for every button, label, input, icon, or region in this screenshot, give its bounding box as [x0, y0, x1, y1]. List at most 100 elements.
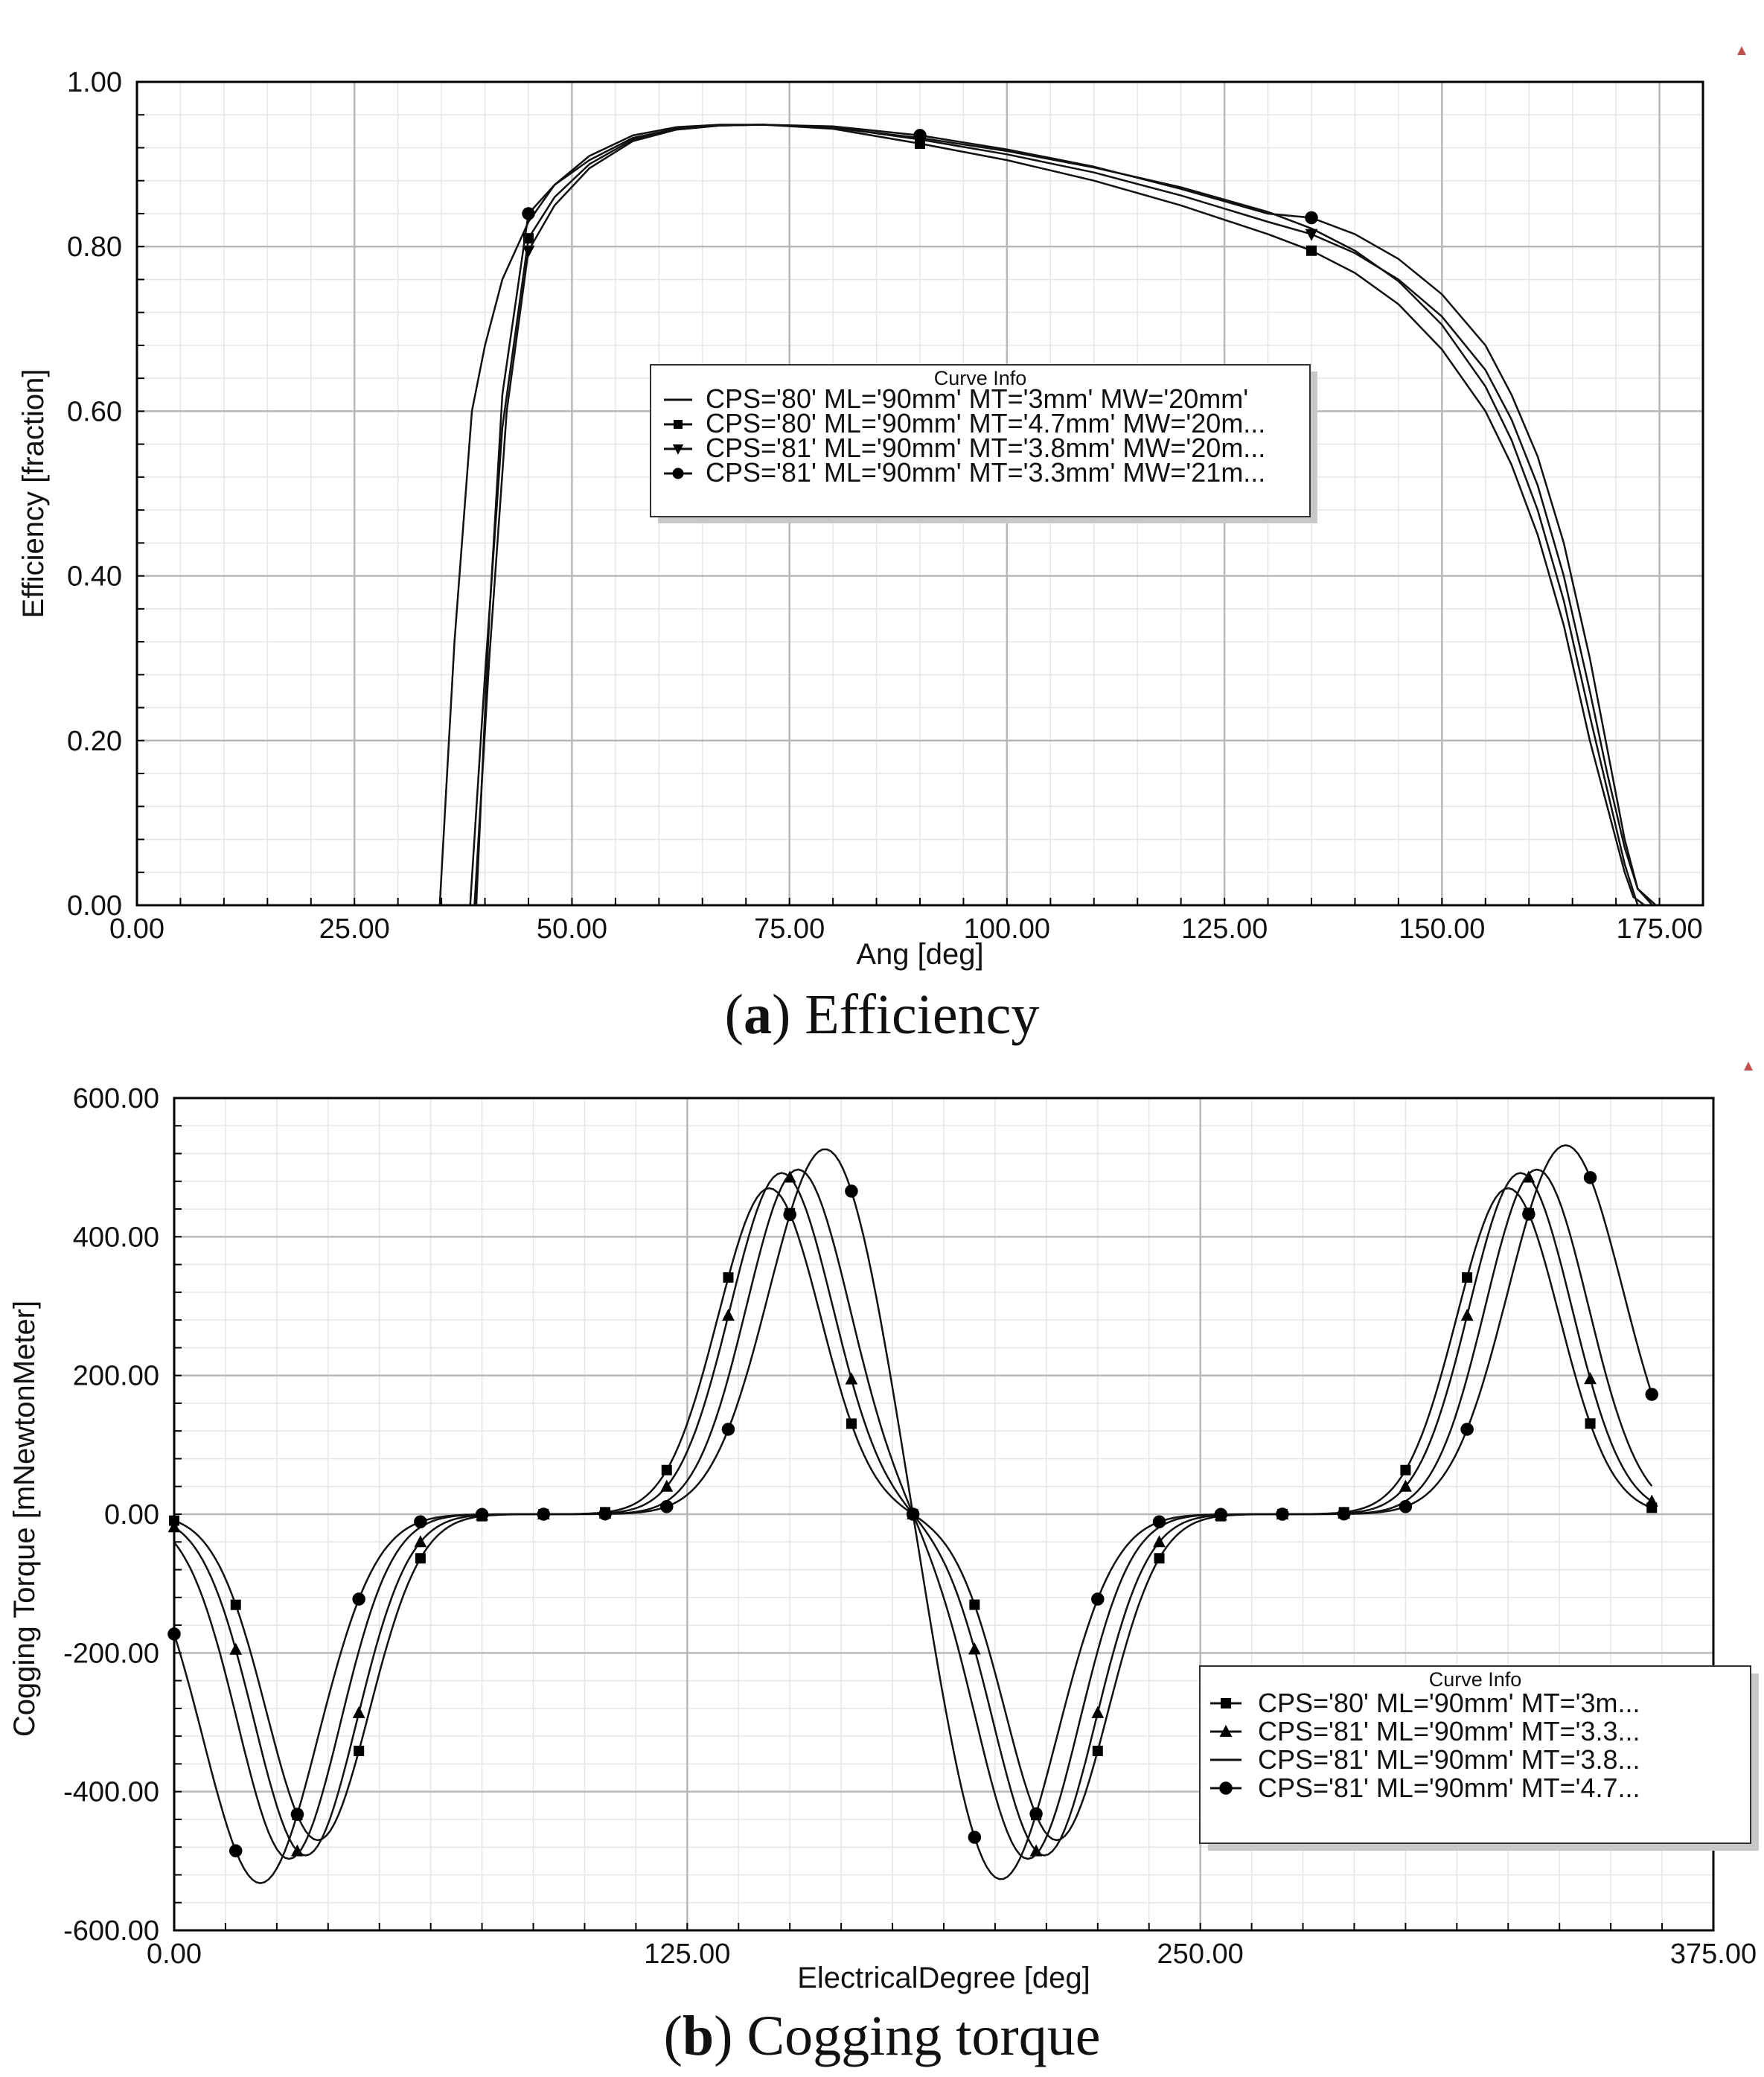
- cogging-series-1-marker: [661, 1464, 672, 1475]
- efficiency-y-tick-label: 1.00: [67, 67, 122, 98]
- cogging-legend-entry-1: CPS='80' ML='90mm' MT='3m...: [1258, 1688, 1640, 1718]
- cogging-series-1-marker: [1585, 1418, 1596, 1429]
- cogging-series-2-marker: [722, 1308, 735, 1321]
- cogging-caption: (b) Cogging torque: [664, 2005, 1101, 2067]
- cogging-legend-entry-3: CPS='81' ML='90mm' MT='3.8...: [1258, 1744, 1640, 1775]
- efficiency-series-2-marker: [1306, 245, 1317, 256]
- efficiency-legend-entry-1: CPS='80' ML='90mm' MT='3mm' MW='20mm': [706, 383, 1248, 414]
- efficiency-y-tick-label: 0.00: [67, 890, 122, 922]
- efficiency-x-tick-label: 0.00: [109, 913, 164, 945]
- cogging-series-4-marker: [167, 1627, 181, 1641]
- cogging-series-2-marker: [352, 1706, 365, 1718]
- efficiency-y-tick-label: 0.20: [67, 726, 122, 757]
- cogging-series-4-marker: [1029, 1807, 1043, 1821]
- cogging-legend-entry-2: CPS='81' ML='90mm' MT='3.3...: [1258, 1716, 1640, 1746]
- efficiency-x-tick-label: 125.00: [1181, 913, 1268, 945]
- cogging-legend-marker-4: [1219, 1781, 1233, 1795]
- efficiency-series-4-marker: [913, 129, 927, 142]
- cogging-ticks: 0.00 125.00 250.00 375.00 -600.00 -400.00 -200…: [63, 1083, 1757, 1970]
- cogging-series-4-marker: [1522, 1207, 1535, 1221]
- cogging-x-tick-label: 0.00: [147, 1939, 202, 1970]
- efficiency-x-axis-label: Ang [deg]: [856, 938, 983, 971]
- efficiency-series-3-marker: [1305, 229, 1318, 241]
- cogging-series-2-marker: [1029, 1844, 1043, 1857]
- cogging-series-4-marker: [660, 1500, 674, 1513]
- efficiency-series-line-1: [438, 124, 1639, 906]
- cogging-series-1-marker: [1092, 1745, 1103, 1756]
- cogging-x-tick-label: 125.00: [644, 1939, 730, 1970]
- cogging-series-4-marker: [1583, 1171, 1597, 1184]
- cogging-series-4-marker: [1152, 1515, 1166, 1528]
- cogging-series-4-marker: [537, 1508, 551, 1521]
- cogging-series-1-marker: [1154, 1553, 1165, 1564]
- efficiency-legend-box: [650, 364, 1311, 517]
- efficiency-x-tick-label: 50.00: [537, 913, 607, 945]
- cogging-x-axis-label: ElectricalDegree [deg]: [797, 1962, 1090, 1994]
- cogging-legend-entry-4: CPS='81' ML='90mm' MT='4.7...: [1258, 1773, 1640, 1803]
- cogging-corner-marker-icon: [1744, 1062, 1753, 1071]
- cogging-series-4-marker: [229, 1844, 243, 1857]
- cogging-legend-title: Curve Info: [1429, 1668, 1522, 1691]
- cogging-series-1-marker: [354, 1745, 365, 1756]
- cogging-series-4-marker: [906, 1508, 920, 1521]
- cogging-series-1-marker: [415, 1553, 426, 1564]
- efficiency-legend-marker-4: [672, 468, 684, 479]
- cogging-series-4-marker: [598, 1507, 612, 1521]
- efficiency-y-axis-label: Efficiency [fraction]: [17, 369, 50, 619]
- cogging-legend-box: [1199, 1665, 1751, 1844]
- cogging-series-4-marker: [1399, 1500, 1413, 1513]
- cogging-y-axis-label: Cogging Torque [mNewtonMeter]: [8, 1301, 41, 1737]
- cogging-series-4-marker: [1337, 1507, 1351, 1521]
- efficiency-x-tick-label: 75.00: [754, 913, 825, 945]
- efficiency-caption-label: a: [744, 983, 772, 1046]
- cogging-series-1-marker: [1462, 1272, 1473, 1283]
- cogging-series-1-marker: [723, 1272, 734, 1283]
- cogging-series-4-marker: [290, 1808, 304, 1821]
- efficiency-series-line-3: [473, 124, 1654, 906]
- efficiency-series-4-marker: [522, 207, 535, 220]
- efficiency-ticks: 0.00 25.00 50.00 75.00 100.00 125.00 150.00 175…: [67, 67, 1704, 945]
- efficiency-y-tick-label: 0.60: [67, 396, 122, 427]
- cogging-caption-title: Cogging torque: [747, 2005, 1100, 2067]
- cogging-series-1-marker: [1400, 1464, 1411, 1475]
- cogging-series-1-marker: [230, 1599, 241, 1610]
- cogging-series-2-marker: [1645, 1494, 1658, 1507]
- efficiency-series-3-marker: [522, 245, 535, 258]
- cogging-caption-label: b: [683, 2005, 714, 2067]
- cogging-series-2-marker: [968, 1642, 981, 1655]
- efficiency-legend-marker-3: [672, 444, 684, 455]
- cogging-y-tick-label: 600.00: [73, 1083, 159, 1114]
- efficiency-y-tick-label: 0.80: [67, 232, 122, 263]
- cogging-x-tick-label: 375.00: [1670, 1939, 1757, 1970]
- cogging-series-4-marker: [352, 1592, 365, 1606]
- cogging-series-2-marker: [1460, 1308, 1474, 1321]
- efficiency-series: [438, 124, 1657, 907]
- cogging-series-2-marker: [1399, 1479, 1412, 1492]
- cogging-series-4-marker: [1091, 1592, 1105, 1606]
- cogging-series-1-marker: [846, 1418, 857, 1429]
- efficiency-legend-entries: CPS='80' ML='90mm' MT='3mm' MW='20mm'CPS…: [664, 383, 1265, 488]
- cogging-series-2-marker: [660, 1479, 674, 1492]
- cogging-series-2-marker: [414, 1535, 427, 1548]
- cogging-series-4-marker: [783, 1207, 796, 1222]
- cogging-y-tick-label: 400.00: [73, 1222, 159, 1253]
- cogging-legend: Curve Info CPS='80' ML='90mm' MT='3m...C…: [1199, 1665, 1759, 1851]
- efficiency-legend-entry-2: CPS='80' ML='90mm' MT='4.7mm' MW='20m...: [706, 408, 1265, 438]
- efficiency-legend: Curve Info CPS='80' ML='90mm' MT='3mm' M…: [650, 364, 1317, 523]
- efficiency-series-line-4: [475, 124, 1657, 906]
- efficiency-legend-marker-2: [674, 420, 683, 429]
- cogging-series-4-marker: [414, 1515, 427, 1528]
- efficiency-y-tick-label: 0.40: [67, 561, 122, 593]
- efficiency-x-tick-label: 100.00: [964, 913, 1050, 945]
- cogging-series-2-marker: [1153, 1535, 1166, 1548]
- cogging-series-4-marker: [1645, 1388, 1659, 1401]
- cogging-y-tick-label: 200.00: [73, 1361, 159, 1392]
- efficiency-corner-marker-icon: [1737, 46, 1746, 55]
- cogging-series-4-marker: [721, 1423, 735, 1436]
- cogging-chart: 0.00 125.00 250.00 375.00 -600.00 -400.00 -200…: [8, 1062, 1759, 2067]
- cogging-x-tick-label: 250.00: [1157, 1939, 1244, 1970]
- cogging-series-2-marker: [1522, 1170, 1535, 1183]
- cogging-series-2-marker: [291, 1844, 304, 1857]
- efficiency-chart: 0.00 25.00 50.00 75.00 100.00 125.00 150.00 175…: [17, 46, 1746, 1046]
